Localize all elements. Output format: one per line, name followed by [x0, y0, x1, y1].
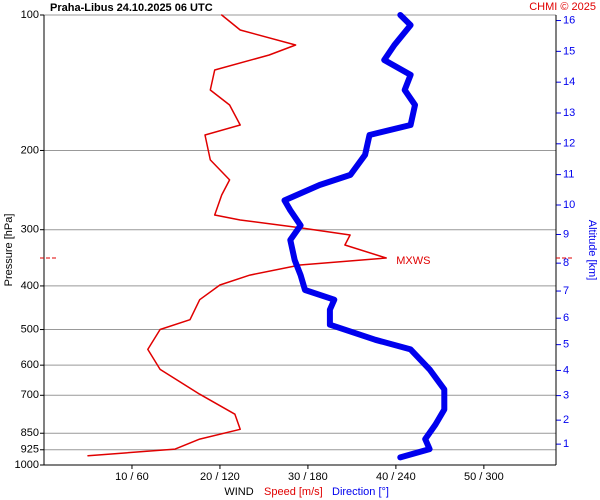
y-tick-label: 100	[21, 9, 39, 21]
y-tick-label: 400	[21, 280, 39, 292]
y2-tick-label: 14	[563, 76, 575, 88]
credit: CHMI © 2025	[529, 1, 596, 13]
legend-entry: Speed [m/s]	[264, 486, 323, 498]
x-tick-label: 30 / 180	[288, 471, 328, 483]
y2-tick-label: 15	[563, 45, 575, 57]
annotation: MXWS	[396, 255, 430, 267]
y2-tick-label: 11	[563, 169, 574, 181]
y-tick-label: 1000	[15, 459, 39, 471]
y2-tick-label: 6	[563, 312, 569, 324]
y2-tick-label: 3	[563, 390, 569, 402]
y-tick-label: 200	[21, 144, 39, 156]
x-tick-label: 10 / 60	[115, 471, 149, 483]
y2-tick-label: 13	[563, 107, 575, 119]
y2-tick-label: 8	[563, 257, 569, 269]
chart-title: Praha-Libus 24.10.2025 06 UTC	[50, 2, 213, 14]
y2-tick-label: 1	[563, 438, 569, 450]
y-tick-label: 500	[21, 323, 39, 335]
x-axis-label: WIND	[224, 486, 253, 498]
y2-tick-label: 16	[563, 14, 575, 26]
y-tick-label: 925	[21, 444, 39, 456]
y-tick-label: 700	[21, 389, 39, 401]
y2-tick-label: 10	[563, 199, 575, 211]
series-line	[281, 12, 448, 461]
x-tick-label: 40 / 240	[376, 471, 416, 483]
legend-entry: Direction [°]	[332, 486, 389, 498]
x-tick-label: 50 / 300	[464, 471, 504, 483]
y2-tick-label: 7	[563, 285, 569, 297]
x-tick-label: 20 / 120	[200, 471, 240, 483]
y2-tick-label: 12	[563, 138, 575, 150]
y2-tick-label: 9	[563, 228, 569, 240]
y-tick-label: 600	[21, 359, 39, 371]
y2-axis-label: Altitude [km]	[586, 220, 598, 281]
y2-tick-label: 4	[563, 364, 569, 376]
y2-tick-label: 2	[563, 414, 569, 426]
y-tick-label: 300	[21, 224, 39, 236]
y-tick-label: 850	[21, 427, 39, 439]
series-line	[87, 14, 387, 457]
y2-tick-label: 5	[563, 339, 569, 351]
y-axis-label: Pressure [hPa]	[3, 214, 15, 287]
